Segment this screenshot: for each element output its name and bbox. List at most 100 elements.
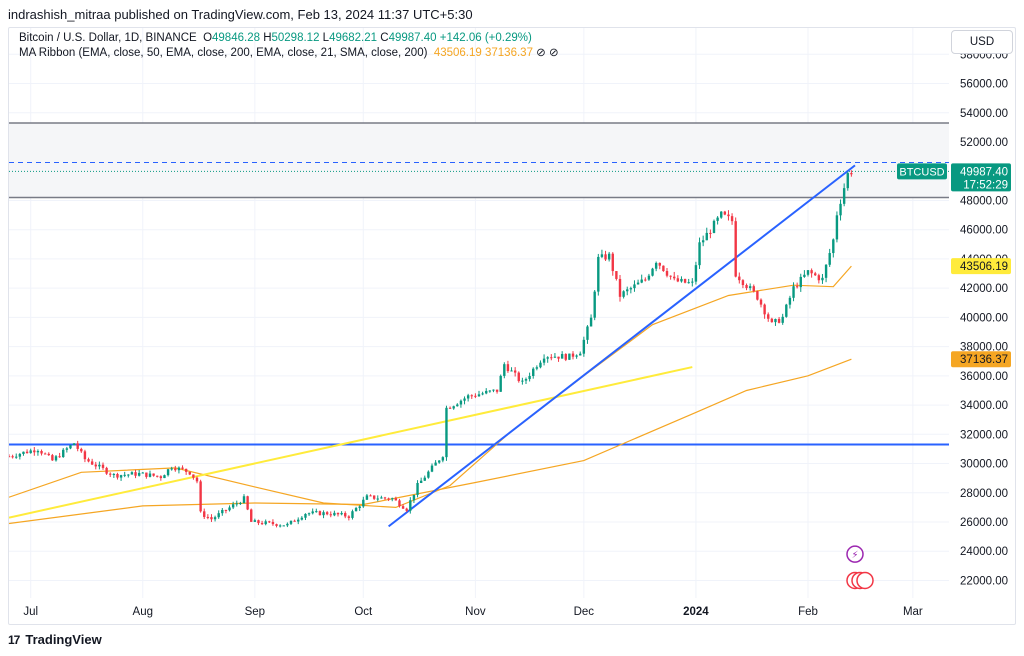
candle-body	[438, 460, 441, 463]
candle-body	[701, 240, 705, 243]
high-label: H	[263, 32, 272, 44]
candle-body	[69, 445, 72, 449]
candle-body	[18, 453, 22, 457]
candle-body	[119, 475, 123, 478]
candle-body	[586, 326, 589, 340]
ma-value-2: 37136.37	[485, 47, 533, 59]
y-tick-label: 52000.00	[960, 137, 1008, 149]
candle-body	[575, 355, 578, 357]
y-tick-label: 24000.00	[960, 546, 1008, 558]
candle-body	[557, 356, 560, 359]
candle-body	[351, 511, 354, 518]
candle-body	[340, 513, 343, 515]
candle-body	[615, 271, 618, 279]
legend-symbol-row: Bitcoin / U.S. Dollar, 1D, BINANCE O4984…	[19, 31, 559, 46]
candle-body	[134, 472, 137, 476]
candle-body	[419, 480, 423, 483]
candle-body	[441, 457, 445, 461]
candle-body	[618, 278, 622, 297]
candle-body	[365, 495, 369, 500]
price-label-bg-2	[951, 351, 1011, 368]
candle-body	[474, 395, 477, 397]
candle-body	[387, 498, 390, 500]
candle-body	[127, 474, 130, 476]
candle-body	[380, 497, 383, 499]
candle-body	[271, 521, 275, 525]
tradingview-brand: TradingView	[25, 632, 102, 647]
candle-body	[466, 395, 470, 399]
candle-body	[669, 275, 672, 277]
visibility-icons[interactable]: ⊘ ⊘	[536, 47, 559, 59]
candle-body	[745, 285, 748, 289]
close-label: C	[380, 32, 389, 44]
candle-body	[322, 512, 325, 516]
candle-body	[524, 379, 528, 381]
x-tick-label: Feb	[798, 606, 818, 618]
candle-body	[354, 508, 358, 512]
candle-body	[470, 395, 473, 397]
candle-body	[72, 443, 76, 446]
tradingview-logo-icon: 17	[8, 632, 20, 647]
y-tick-label: 40000.00	[960, 312, 1008, 324]
candle-body	[293, 520, 296, 522]
candle-body	[116, 474, 119, 478]
candle-body	[738, 276, 741, 281]
candle-body	[344, 513, 347, 517]
candle-body	[651, 268, 654, 276]
candle-body	[40, 450, 43, 454]
candle-body	[488, 390, 492, 392]
candle-body	[626, 289, 629, 292]
candle-body	[560, 354, 564, 359]
candle-body	[550, 357, 553, 359]
trend-line-2	[388, 164, 856, 528]
close-value: 49987.40	[388, 32, 437, 44]
x-tick-label: Dec	[574, 606, 595, 618]
candle-body	[680, 278, 683, 282]
candle-body	[463, 398, 466, 401]
symbol-title[interactable]: Bitcoin / U.S. Dollar, 1D, BINANCE	[19, 32, 197, 44]
candle-body	[36, 450, 40, 453]
candle-body	[9, 456, 11, 458]
candle-body	[181, 467, 184, 469]
candle-body	[246, 496, 249, 510]
ma-ribbon-title[interactable]: MA Ribbon (EMA, close, 50, EMA, close, 2…	[19, 47, 428, 59]
x-tick-label: Oct	[354, 606, 373, 618]
candle-body	[195, 477, 199, 482]
y-tick-label: 56000.00	[960, 79, 1008, 91]
candle-body	[65, 448, 69, 450]
candle-body	[629, 288, 633, 290]
candle-body	[15, 456, 18, 458]
candle-body	[850, 173, 853, 175]
x-tick-label: 2024	[683, 606, 709, 618]
candle-body	[477, 394, 481, 397]
candle-body	[206, 516, 210, 518]
price-chart[interactable]: 22000.00 24000.00 26000.00 28000.00 30000.00…	[9, 28, 1015, 624]
chart-panel[interactable]: 22000.00 24000.00 26000.00 28000.00 30000.00…	[8, 27, 1016, 625]
candle-body	[362, 499, 365, 507]
candle-body	[582, 339, 586, 354]
candle-body	[781, 316, 784, 323]
candle-body	[597, 256, 600, 292]
candle-body	[231, 504, 235, 508]
candle-body	[604, 254, 607, 260]
candle-body	[58, 456, 61, 458]
candle-body	[224, 509, 228, 511]
candle-body	[712, 220, 716, 233]
candle-body	[622, 291, 625, 297]
y-tick-label: 36000.00	[960, 371, 1008, 383]
candle-body	[763, 304, 766, 315]
candle-body	[673, 276, 676, 279]
candle-body	[409, 500, 412, 511]
currency-button[interactable]: USD	[951, 30, 1013, 54]
candle-body	[391, 498, 394, 500]
candle-body	[29, 450, 32, 454]
candle-body	[213, 517, 217, 520]
x-tick-label: Aug	[133, 606, 153, 618]
candle-body	[665, 271, 669, 276]
candle-body	[170, 468, 173, 470]
candle-body	[235, 503, 238, 505]
candle-body	[76, 443, 79, 449]
candle-body	[278, 525, 282, 527]
candle-body	[268, 521, 271, 523]
candle-body	[264, 521, 267, 525]
